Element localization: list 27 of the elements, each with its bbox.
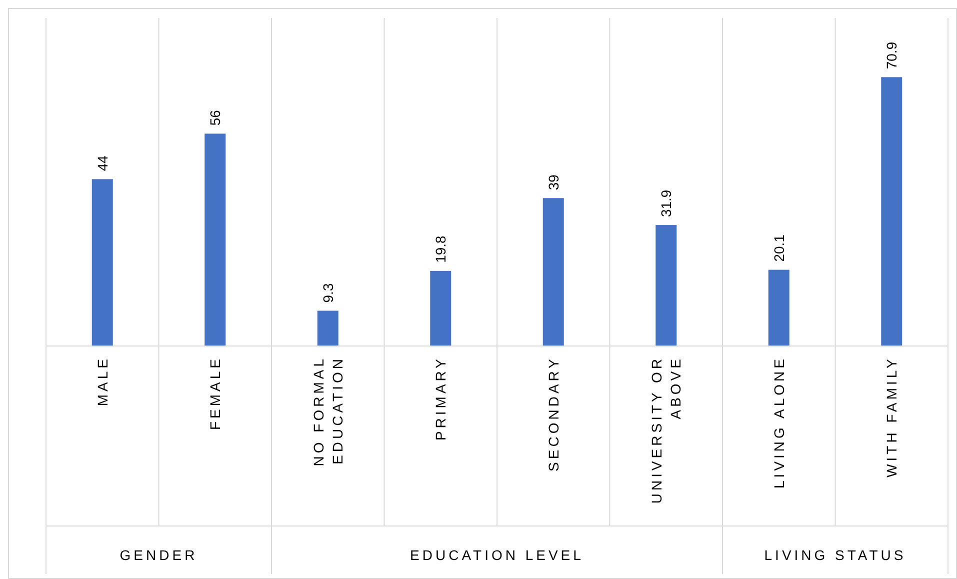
bar — [881, 77, 902, 346]
data-label: 31.9 — [658, 190, 674, 218]
bar — [768, 270, 790, 346]
x-tick-label: FEMALE — [207, 356, 224, 430]
x-tick-label: SECONDARY — [545, 356, 562, 472]
bar — [92, 179, 113, 346]
bar — [204, 134, 226, 346]
x-tick-label: MALE — [94, 356, 110, 406]
data-label: 44 — [94, 155, 110, 172]
x-tick-label: LIVING ALONE — [770, 356, 787, 488]
data-label: 39 — [545, 174, 562, 190]
x-tick-label: PRIMARY — [432, 356, 449, 441]
bar — [317, 310, 338, 346]
text: GENDER — [120, 547, 198, 563]
x-tick-label: UNIVERSITY OR ABOVE — [648, 356, 684, 504]
data-label: 56 — [207, 110, 224, 126]
bar — [542, 198, 564, 346]
bar — [656, 225, 677, 346]
text: LIVING STATUS — [764, 547, 906, 563]
text: EDUCATION LEVEL — [410, 547, 584, 563]
x-tick-label: NO FORMAL EDUCATION — [310, 356, 346, 466]
data-label: 20.1 — [770, 234, 787, 262]
data-label: 19.8 — [432, 235, 449, 263]
data-label: 70.9 — [884, 42, 900, 70]
x-tick-label: WITH FAMILY — [884, 356, 900, 478]
data-label: 9.3 — [320, 283, 336, 303]
bar — [430, 270, 452, 346]
